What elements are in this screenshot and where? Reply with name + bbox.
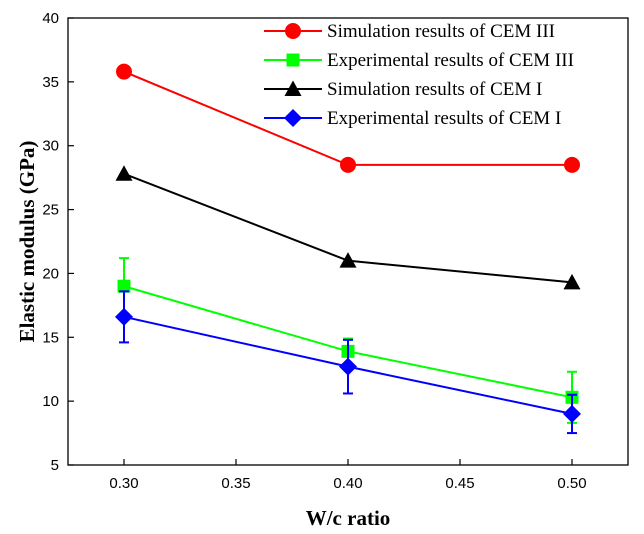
y-tick-label: 15 <box>42 329 59 346</box>
legend-marker <box>284 109 302 127</box>
data-point <box>563 404 581 423</box>
legend-item: Experimental results of CEM I <box>264 108 561 129</box>
series-3 <box>115 165 581 290</box>
x-tick-label: 0.30 <box>109 475 138 492</box>
x-tick-label: 0.50 <box>557 475 586 492</box>
legend: Simulation results of CEM III Experimenta… <box>264 21 574 129</box>
data-point <box>339 252 357 268</box>
data-point <box>563 273 581 290</box>
series-layer <box>115 63 581 435</box>
y-tick-label: 20 <box>42 265 59 282</box>
data-point <box>339 357 357 376</box>
y-tick-label: 25 <box>42 202 59 219</box>
legend-label: Experimental results of CEM III <box>327 50 574 71</box>
legend-marker <box>284 80 302 96</box>
legend-item: Experimental results of CEM III <box>264 50 574 71</box>
y-tick-label: 5 <box>51 457 59 474</box>
data-point <box>115 165 133 181</box>
y-tick-label: 30 <box>42 138 59 155</box>
x-tick-label: 0.40 <box>333 475 362 492</box>
x-axis-label: W/c ratio <box>306 506 391 530</box>
legend-marker <box>285 23 301 39</box>
data-point <box>340 156 356 173</box>
x-tick-label: 0.35 <box>221 475 250 492</box>
y-axis-label: Elastic modulus (GPa) <box>15 141 39 343</box>
series-1 <box>116 63 580 173</box>
series-4 <box>115 290 581 435</box>
axis-ticks: 0.30 0.35 0.40 0.45 0.50 5 10 15 20 25 30 35 40 <box>42 10 586 492</box>
data-point <box>117 279 131 293</box>
legend-label: Simulation results of CEM III <box>327 21 555 42</box>
data-point <box>116 63 132 80</box>
legend-marker <box>286 53 300 67</box>
y-tick-label: 40 <box>42 10 59 27</box>
data-point <box>115 307 133 326</box>
legend-label: Experimental results of CEM I <box>327 108 561 129</box>
legend-item: Simulation results of CEM III <box>264 21 555 42</box>
legend-label: Simulation results of CEM I <box>327 79 542 100</box>
y-tick-label: 10 <box>42 393 59 410</box>
x-tick-label: 0.45 <box>445 475 474 492</box>
data-point <box>564 156 580 173</box>
legend-item: Simulation results of CEM I <box>264 79 542 100</box>
y-tick-label: 35 <box>42 74 59 91</box>
